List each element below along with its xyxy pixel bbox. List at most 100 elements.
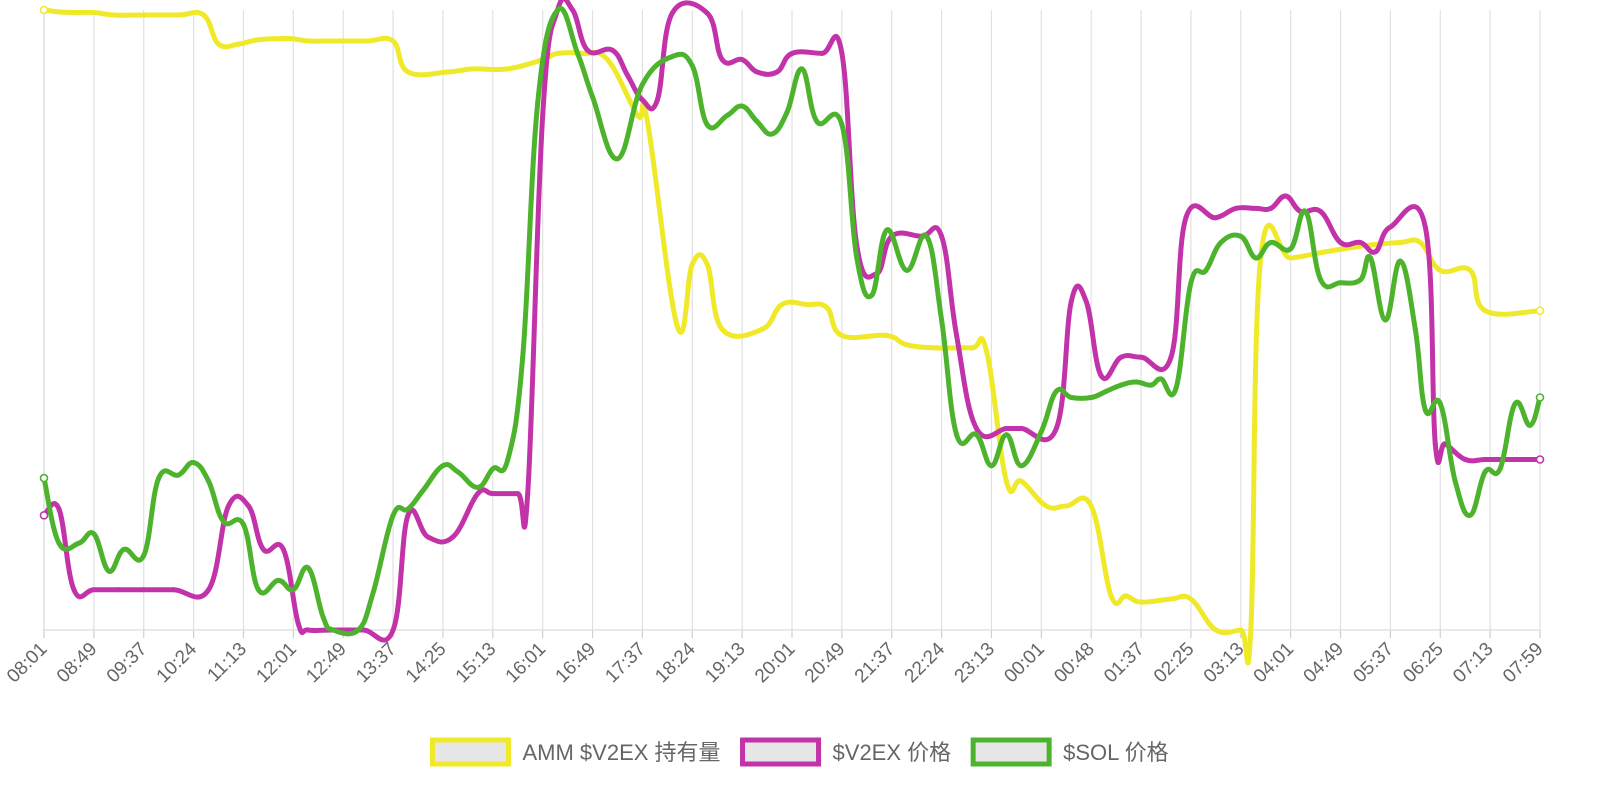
data-point[interactable] [1098, 373, 1104, 379]
data-point[interactable] [71, 10, 77, 16]
data-point[interactable] [669, 53, 675, 59]
data-point[interactable] [983, 348, 989, 354]
data-point[interactable] [206, 478, 212, 484]
data-point[interactable] [305, 565, 311, 571]
data-point[interactable] [505, 66, 511, 72]
data-point[interactable] [1437, 267, 1443, 273]
data-point[interactable] [525, 491, 531, 497]
data-point[interactable] [1358, 277, 1364, 283]
data-point[interactable] [1253, 255, 1259, 261]
data-point[interactable] [1437, 401, 1443, 407]
data-point[interactable] [1467, 267, 1473, 273]
data-point[interactable] [1088, 503, 1094, 509]
data-point[interactable] [739, 103, 745, 109]
data-point[interactable] [221, 518, 227, 524]
data-point[interactable] [39, 5, 49, 15]
data-point[interactable] [141, 553, 147, 559]
data-point[interactable] [719, 57, 725, 63]
data-point[interactable] [1168, 354, 1174, 360]
data-point[interactable] [669, 10, 675, 16]
data-point[interactable] [1003, 432, 1009, 438]
data-point[interactable] [440, 463, 446, 469]
data-point[interactable] [216, 41, 222, 47]
data-point[interactable] [799, 66, 805, 72]
data-point[interactable] [405, 69, 411, 75]
data-point[interactable] [1527, 422, 1533, 428]
data-point[interactable] [1238, 627, 1244, 633]
data-point[interactable] [1018, 463, 1024, 469]
data-point[interactable] [754, 69, 760, 75]
data-point[interactable] [884, 332, 890, 338]
data-point[interactable] [704, 122, 710, 128]
data-point[interactable] [370, 590, 376, 596]
data-point[interactable] [116, 587, 122, 593]
data-point[interactable] [1318, 209, 1324, 215]
data-point[interactable] [141, 587, 147, 593]
data-point[interactable] [1397, 258, 1403, 264]
data-point[interactable] [330, 627, 336, 633]
data-point[interactable] [91, 531, 97, 537]
data-point[interactable] [624, 72, 630, 78]
data-point[interactable] [1138, 599, 1144, 605]
data-point[interactable] [450, 534, 456, 540]
data-point[interactable] [719, 326, 725, 332]
data-point[interactable] [475, 491, 481, 497]
data-point[interactable] [1382, 317, 1388, 323]
data-point[interactable] [759, 326, 765, 332]
data-point[interactable] [345, 38, 351, 44]
data-point[interactable] [1108, 593, 1114, 599]
data-point[interactable] [320, 615, 326, 621]
data-point[interactable] [604, 57, 610, 63]
data-point[interactable] [1268, 240, 1274, 246]
data-point[interactable] [290, 587, 296, 593]
data-point[interactable] [171, 587, 177, 593]
data-point[interactable] [1387, 224, 1393, 230]
data-point[interactable] [420, 487, 426, 493]
data-point[interactable] [280, 546, 286, 552]
data-point[interactable] [390, 627, 396, 633]
data-point[interactable] [226, 503, 232, 509]
data-point[interactable] [884, 227, 890, 233]
data-point[interactable] [1233, 205, 1239, 211]
data-point[interactable] [141, 12, 147, 18]
data-point[interactable] [305, 38, 311, 44]
data-point[interactable] [774, 69, 780, 75]
data-point[interactable] [260, 546, 266, 552]
data-point[interactable] [1053, 388, 1059, 394]
data-point[interactable] [1467, 512, 1473, 518]
data-point[interactable] [255, 587, 261, 593]
data-point[interactable] [704, 10, 710, 16]
data-point[interactable] [1397, 240, 1403, 246]
data-point[interactable] [769, 131, 775, 137]
data-point[interactable] [1318, 277, 1324, 283]
data-point[interactable] [405, 512, 411, 518]
data-point[interactable] [804, 301, 810, 307]
data-point[interactable] [1203, 267, 1209, 273]
data-point[interactable] [570, 7, 576, 13]
legend-item-1[interactable]: AMM $V2EX 持有量 [429, 737, 721, 767]
data-point[interactable] [789, 50, 795, 56]
data-point[interactable] [1068, 394, 1074, 400]
data-point[interactable] [1422, 224, 1428, 230]
data-point[interactable] [689, 261, 695, 267]
data-point[interactable] [91, 587, 97, 593]
data-point[interactable] [191, 460, 197, 466]
legend-item-2[interactable]: $V2EX 价格 [740, 737, 952, 767]
data-point[interactable] [1268, 205, 1274, 211]
data-point[interactable] [236, 41, 242, 47]
data-point[interactable] [1482, 308, 1488, 314]
data-point[interactable] [1482, 456, 1488, 462]
data-point[interactable] [111, 12, 117, 18]
data-point[interactable] [589, 94, 595, 100]
data-point[interactable] [1188, 280, 1194, 286]
legend[interactable]: AMM $V2EX 持有量 $V2EX 价格 $SOL 价格 [429, 737, 1169, 767]
data-point[interactable] [1253, 205, 1259, 211]
data-point[interactable] [779, 301, 785, 307]
data-point[interactable] [1018, 478, 1024, 484]
data-point[interactable] [1133, 379, 1139, 385]
data-point[interactable] [1303, 209, 1309, 215]
data-point[interactable] [1535, 306, 1545, 316]
data-point[interactable] [355, 627, 361, 633]
data-point[interactable] [1053, 425, 1059, 431]
data-point[interactable] [1183, 215, 1189, 221]
